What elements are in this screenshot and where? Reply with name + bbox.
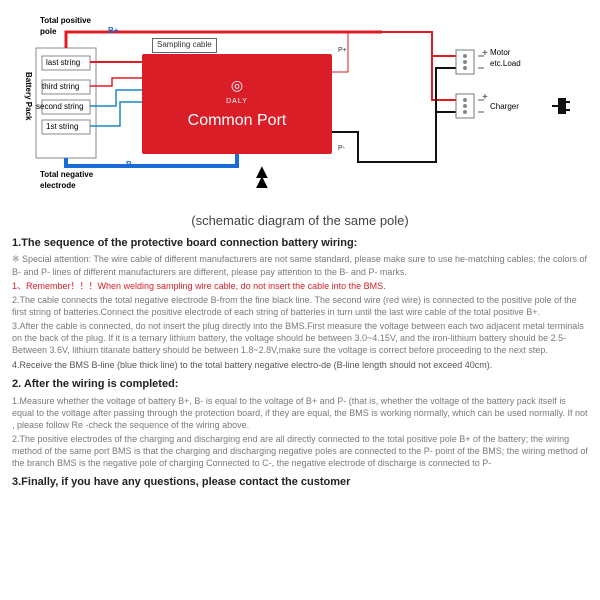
section-1-p4: 4.Receive the BMS B-line (blue thick lin…	[12, 359, 588, 371]
daly-logo-icon: ◎	[231, 76, 243, 95]
section-2-p1: 1.Measure whether the voltage of battery…	[12, 395, 588, 431]
b-plus-label: B+	[108, 26, 118, 37]
third-string-label: third string	[42, 82, 79, 93]
bms-board: ◎ DALY Common Port	[142, 54, 332, 154]
section-1-p3: 3.After the cable is connected, do not i…	[12, 320, 588, 356]
charger-label: Charger	[490, 102, 519, 113]
total-positive-label: Total positive pole	[40, 16, 91, 38]
svg-text:+: +	[482, 48, 488, 59]
section-2-p2: 2.The positive electrodes of the chargin…	[12, 433, 588, 469]
motor-load-label: Motor etc.Load	[490, 48, 521, 70]
schematic-diagram: P+ P- + + ◎ DALY Common Port Total posit…	[12, 12, 588, 212]
last-string-label: last string	[46, 58, 80, 69]
total-negative-label: Total negative electrode	[40, 170, 93, 192]
port-label: Common Port	[188, 110, 287, 132]
section-3-title: 3.Finally, if you have any questions, pl…	[12, 475, 588, 490]
second-string-label: second string	[36, 102, 84, 113]
svg-text:P+: P+	[338, 47, 347, 54]
svg-text:P-: P-	[338, 145, 346, 152]
section-1-title: 1.The sequence of the protective board c…	[12, 236, 588, 251]
battery-pack-label: Battery Pack	[22, 72, 33, 120]
first-string-label: 1st string	[46, 122, 78, 133]
section-2-title: 2. After the wiring is completed:	[12, 377, 588, 392]
diagram-caption: (schematic diagram of the same pole)	[12, 212, 588, 230]
arrow-up-icon: ▲▲	[252, 167, 272, 187]
section-1-warning: 1、Remember！！！When welding sampling wire …	[12, 280, 588, 292]
b-minus-label: B-	[126, 160, 134, 171]
svg-text:+: +	[482, 92, 488, 103]
section-1-p2: 2.The cable connects the total negative …	[12, 294, 588, 318]
section-1-special: ※ Special attention: The wire cable of d…	[12, 253, 588, 277]
sampling-cable-label: Sampling cable	[152, 38, 217, 53]
brand-label: DALY	[226, 97, 248, 106]
